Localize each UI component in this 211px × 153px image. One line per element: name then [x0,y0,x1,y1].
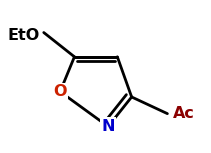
Text: Ac: Ac [173,106,194,121]
Text: N: N [101,119,115,134]
Text: O: O [53,84,67,99]
Text: EtO: EtO [7,28,40,43]
